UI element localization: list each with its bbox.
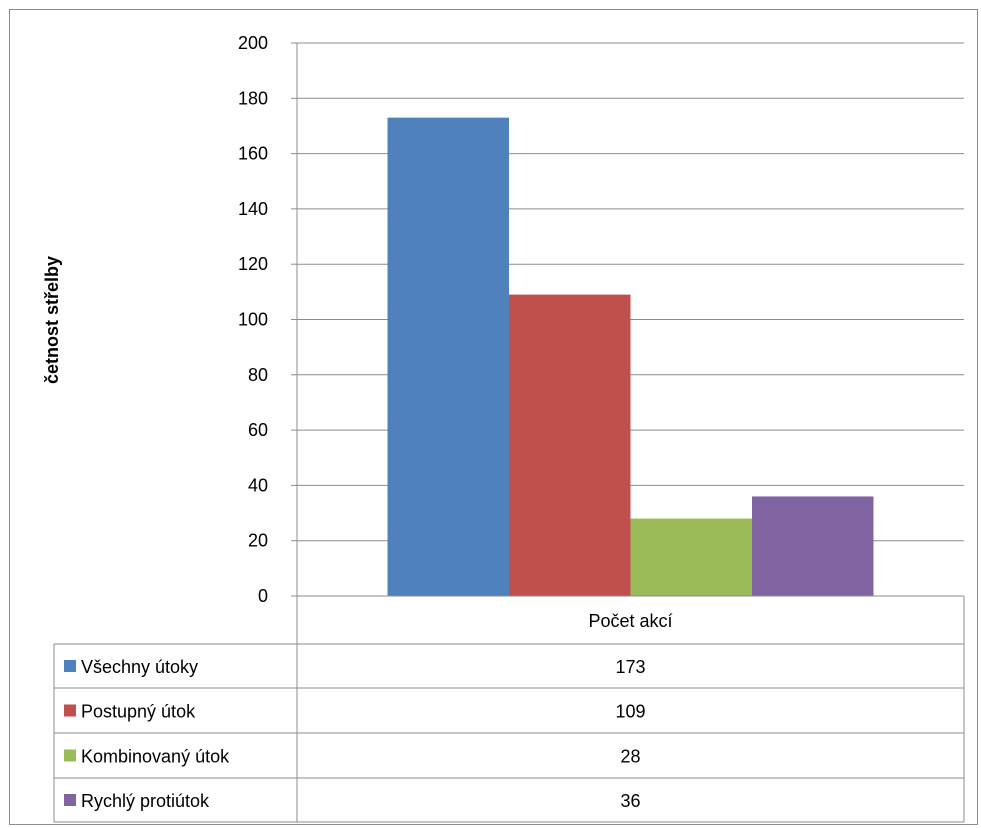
data-label: 36 (620, 791, 640, 811)
bar (509, 294, 631, 596)
y-axis-label: četnost střelby (42, 256, 62, 384)
y-tick-label: 140 (238, 199, 268, 219)
data-label: 173 (615, 657, 645, 677)
y-tick-label: 160 (238, 144, 268, 164)
y-tick-label: 40 (248, 475, 268, 495)
axes (291, 42, 298, 597)
y-tick-label: 180 (238, 88, 268, 108)
bar (387, 117, 509, 596)
legend-swatch (64, 660, 76, 672)
y-tick-label: 120 (238, 254, 268, 274)
bars (387, 117, 874, 596)
legend-label: Všechny útoky (81, 657, 198, 677)
legend-label: Kombinovaný útok (81, 747, 230, 767)
data-label: 28 (620, 747, 640, 767)
y-tick-label: 200 (238, 33, 268, 53)
y-tick-label: 80 (248, 365, 268, 385)
legend-swatch (64, 749, 76, 762)
data-table: Počet akcí Všechny útoky 173 Postupný útok 1… (53, 595, 965, 823)
bar (630, 518, 752, 596)
y-tick-label: 60 (248, 420, 268, 440)
y-tick-labels: 0 20 40 60 80 100 120 140 160 180 200 (238, 33, 268, 606)
y-tick-label: 0 (258, 586, 268, 606)
y-tick-label: 20 (248, 531, 268, 551)
bar (752, 496, 874, 596)
legend-swatch (64, 794, 76, 806)
legend-swatch (64, 704, 76, 717)
category-label: Počet akcí (588, 611, 672, 631)
data-label: 109 (615, 702, 645, 722)
legend-label: Postupný útok (81, 702, 196, 722)
y-tick-label: 100 (238, 310, 268, 330)
legend-label: Rychlý protiútok (81, 791, 210, 811)
